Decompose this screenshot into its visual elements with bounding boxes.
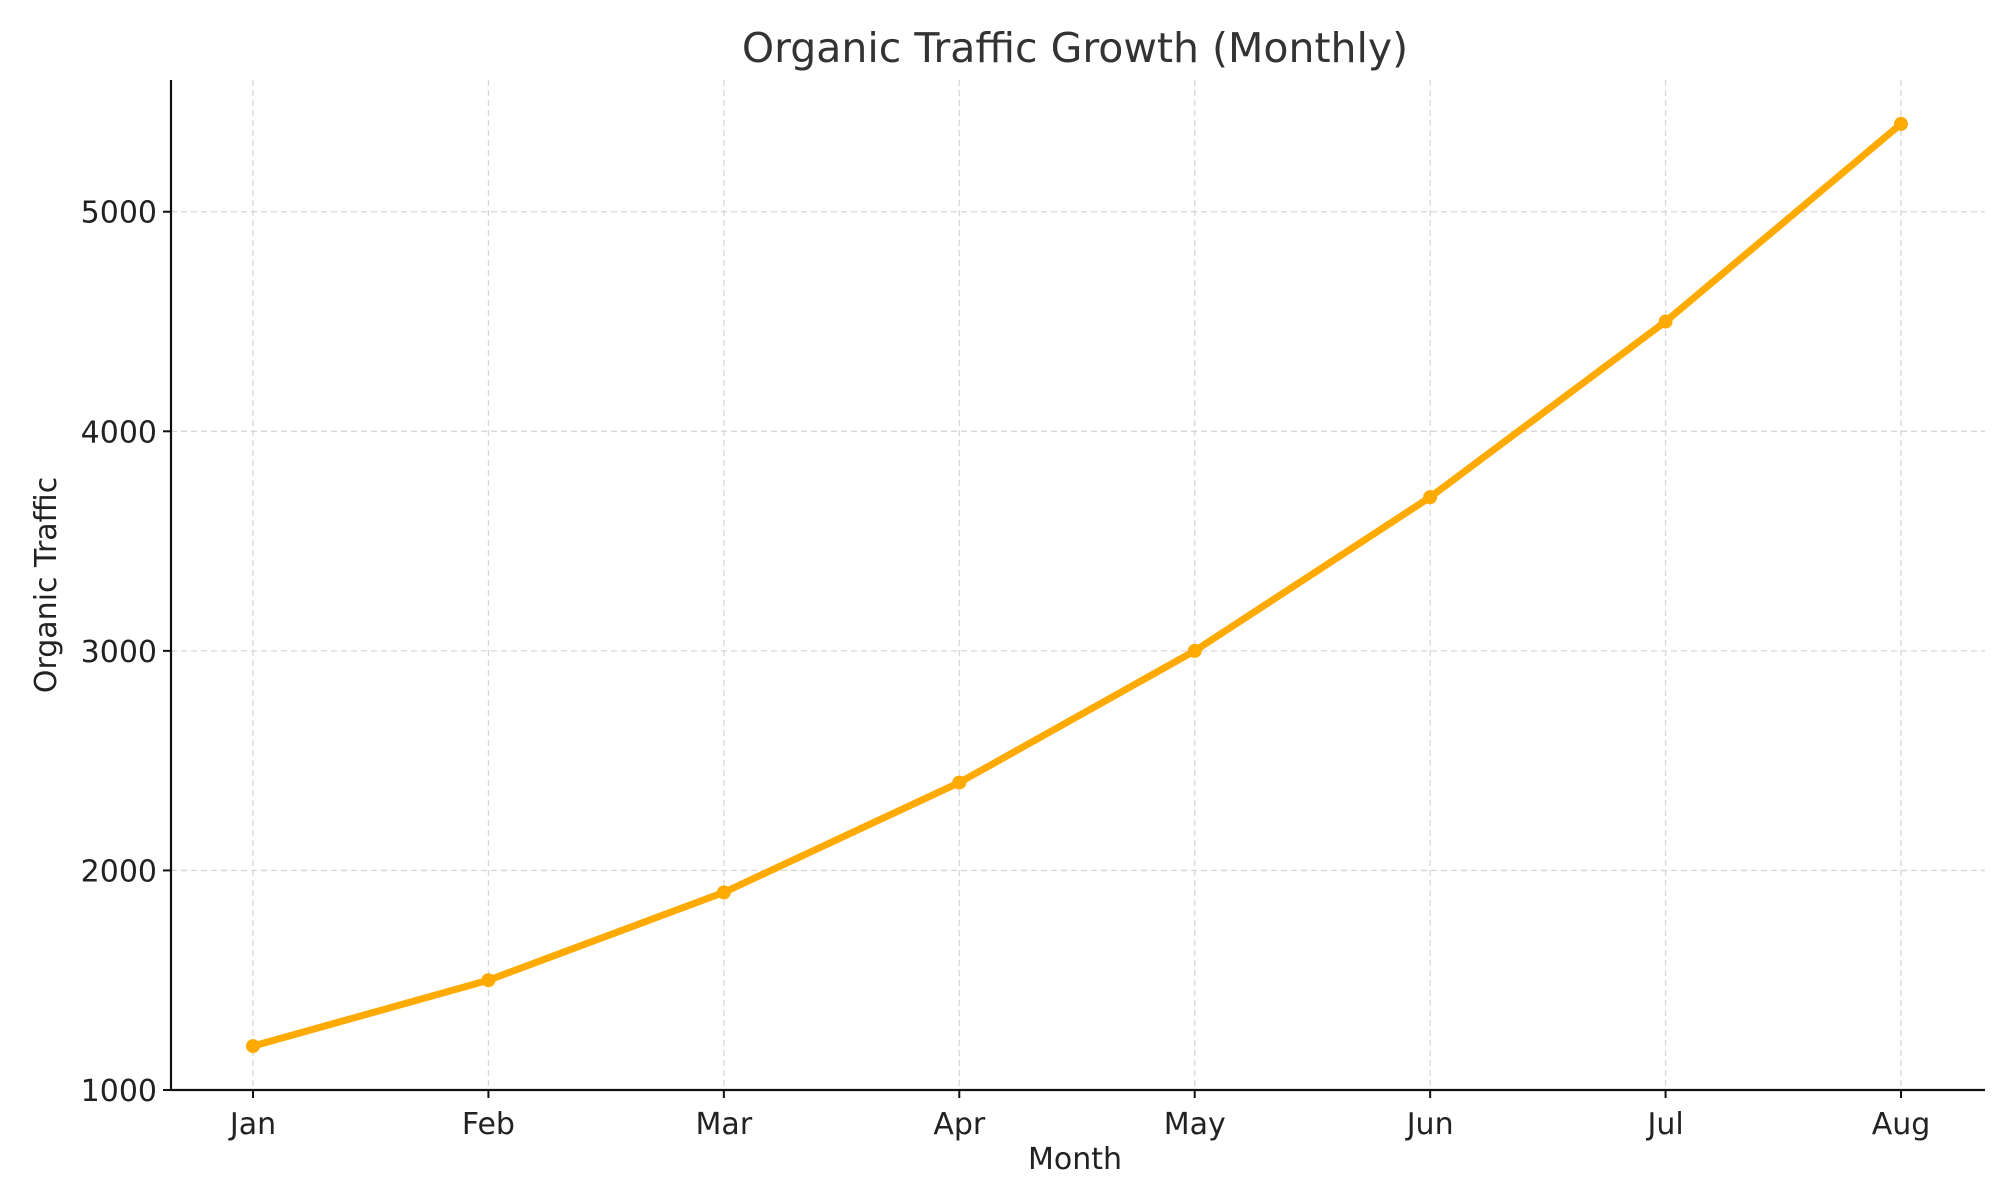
data-point-aug — [1894, 116, 1908, 131]
y-axis-label: Organic Traffic — [29, 477, 64, 693]
data-point-feb — [481, 973, 496, 988]
x-axis-label: Month — [1028, 1142, 1122, 1177]
data-point-jan — [246, 1039, 260, 1054]
x-tick-label: Feb — [462, 1107, 515, 1142]
x-tick-label: May — [1164, 1107, 1226, 1142]
x-tick-label: Jul — [1645, 1107, 1683, 1142]
series-layer — [246, 116, 1908, 1054]
y-tick-label: 4000 — [81, 415, 157, 450]
data-point-jul — [1658, 314, 1673, 329]
data-point-jun — [1423, 490, 1438, 505]
x-tick-label: Jan — [228, 1107, 276, 1142]
data-point-mar — [716, 885, 731, 900]
chart-title: Organic Traffic Growth (Monthly) — [742, 24, 1408, 72]
x-tick-label: Jun — [1405, 1107, 1454, 1142]
label-layer: Organic Traffic Growth (Monthly) Month O… — [29, 24, 1930, 1177]
x-tick-label: Aug — [1872, 1107, 1931, 1142]
x-tick-label: Mar — [696, 1107, 753, 1142]
y-tick-label: 5000 — [81, 196, 157, 231]
data-point-apr — [952, 775, 967, 790]
y-tick-label: 1000 — [81, 1074, 157, 1109]
y-tick-label: 3000 — [81, 635, 157, 670]
x-tick-label: Apr — [933, 1107, 986, 1142]
y-tick-label: 2000 — [81, 854, 157, 889]
grid-layer — [171, 80, 1985, 1091]
organic-traffic-line — [249, 120, 1905, 1050]
axis-layer — [163, 80, 1985, 1098]
data-point-may — [1187, 643, 1202, 658]
